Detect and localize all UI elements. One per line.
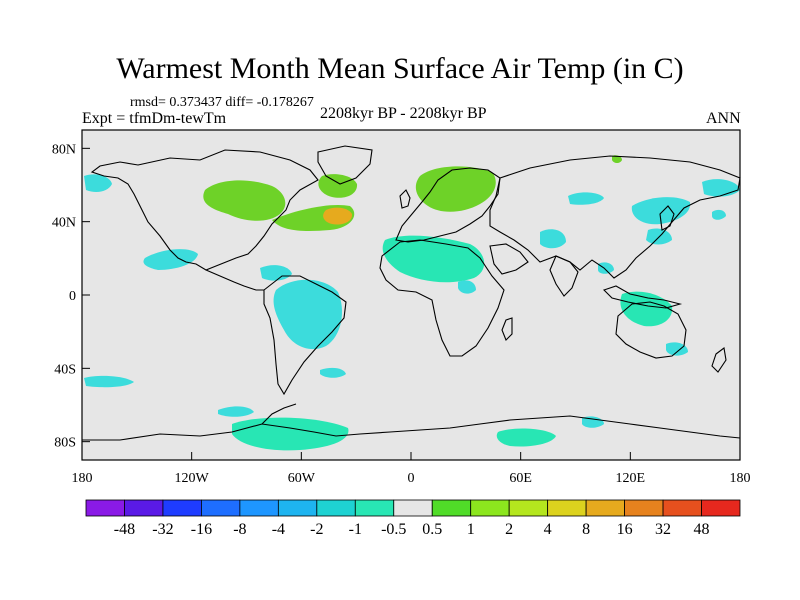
experiment-label: Expt = tfmDm-tewTm [82,110,227,127]
coastline-madagascar [501,317,513,341]
anomaly-fields [84,155,740,451]
colorbar-swatch [624,499,664,517]
colorbar-swatch [662,499,702,517]
period-label: 2208kyr BP - 2208kyr BP [320,105,487,122]
colorbar-label: 8 [582,521,590,538]
coastline-asia [489,155,741,279]
colorbar-label: -2 [310,521,323,538]
anomaly-region [582,416,604,428]
anomaly-region [318,174,358,198]
coastline-new-zealand [711,347,727,373]
coastline-arabia [489,243,529,275]
anomaly-region [218,406,254,417]
colorbar-swatch [162,499,202,517]
y-tick-label: 40N [52,216,76,231]
map-area: 80N 40N 0 40S 80S 180 120W 60W 0 60E 120E 180 [52,129,751,486]
y-tick-label: 80N [52,142,76,157]
anomaly-region [273,279,342,350]
colorbar-swatch [277,499,318,517]
x-tick-label: 60E [509,471,532,486]
season-label: ANN [706,110,741,127]
colorbar: -48 -32 -16 -8 -4 -2 -1 -0.5 0.5 1 2 4 8 16 32 48 [85,499,741,538]
colorbar-label: -0.5 [381,521,406,538]
stats-line: rmsd= 0.373437 diff= -0.178267 [130,95,314,110]
colorbar-label: -32 [152,521,173,538]
colorbar-swatch [393,499,433,517]
y-tick-label: 0 [69,289,76,304]
chart-title: Warmest Month Mean Surface Air Temp (in … [116,52,684,85]
colorbar-swatch [354,499,395,517]
x-tick-label: 120W [175,471,210,486]
colorbar-label: 32 [655,521,671,538]
anomaly-region [496,428,556,447]
colorbar-swatch [124,499,164,517]
colorbar-label: 48 [694,521,710,538]
colorbar-swatch [316,499,356,517]
coastline-south-america [263,275,347,396]
coastline-central-america [205,269,264,291]
colorbar-label: 4 [544,521,552,538]
colorbar-label: 0.5 [422,521,442,538]
x-tick-label: 60W [288,471,316,486]
anomaly-region [598,262,614,274]
x-tick-label: 0 [408,471,415,486]
colorbar-swatch [585,499,625,517]
colorbar-swatch [547,499,587,517]
anomaly-region [415,166,496,212]
colorbar-swatch [85,499,125,517]
colorbar-label: -4 [272,521,285,538]
colorbar-label: -48 [114,521,135,538]
colorbar-swatch [701,499,741,517]
x-ticks: 180 120W 60W 0 60E 120E 180 [72,452,751,486]
anomaly-region [320,367,346,378]
y-tick-label: 80S [54,436,76,451]
coastline-antarctica [82,415,741,441]
coastline-indonesia [602,285,683,309]
coastline-antarctic-peninsula [261,403,297,425]
y-tick-label: 40S [54,362,76,377]
colorbar-label: -1 [349,521,362,538]
anomaly-region [568,192,604,205]
coastlines [82,145,741,441]
colorbar-label: 1 [467,521,475,538]
colorbar-label: 16 [617,521,633,538]
coastline-india [549,255,579,297]
coastline-australia [615,301,687,359]
anomaly-region [540,229,566,249]
colorbar-swatch [431,499,472,517]
coastline-north-america [90,149,319,271]
colorbar-label: 2 [505,521,513,538]
colorbar-swatch [239,499,279,517]
x-tick-label: 180 [730,471,751,486]
coastline-africa [379,239,505,357]
anomaly-region [458,280,476,294]
colorbar-swatch [470,499,510,517]
coastline-greenland [317,145,373,185]
colorbar-swatch [201,499,241,517]
anomaly-region [620,291,673,327]
anomaly-region [712,209,726,220]
anomaly-region [666,342,688,356]
x-tick-label: 120E [616,471,646,486]
anomaly-region [143,249,198,270]
anomaly-region [260,265,292,281]
coastline-japan [659,205,675,231]
anomaly-region [203,180,286,221]
colorbar-label: -8 [233,521,246,538]
anomaly-region [232,417,349,451]
anomaly-region [382,235,485,283]
colorbar-swatch [508,499,549,517]
anomaly-region [323,207,353,225]
anomaly-region [612,155,622,163]
y-ticks: 80N 40N 0 40S 80S [52,142,90,451]
anomaly-region [84,375,134,388]
coastline-uk [399,189,411,209]
anomaly-region [84,174,112,192]
colorbar-label: -16 [191,521,212,538]
x-tick-label: 180 [72,471,93,486]
